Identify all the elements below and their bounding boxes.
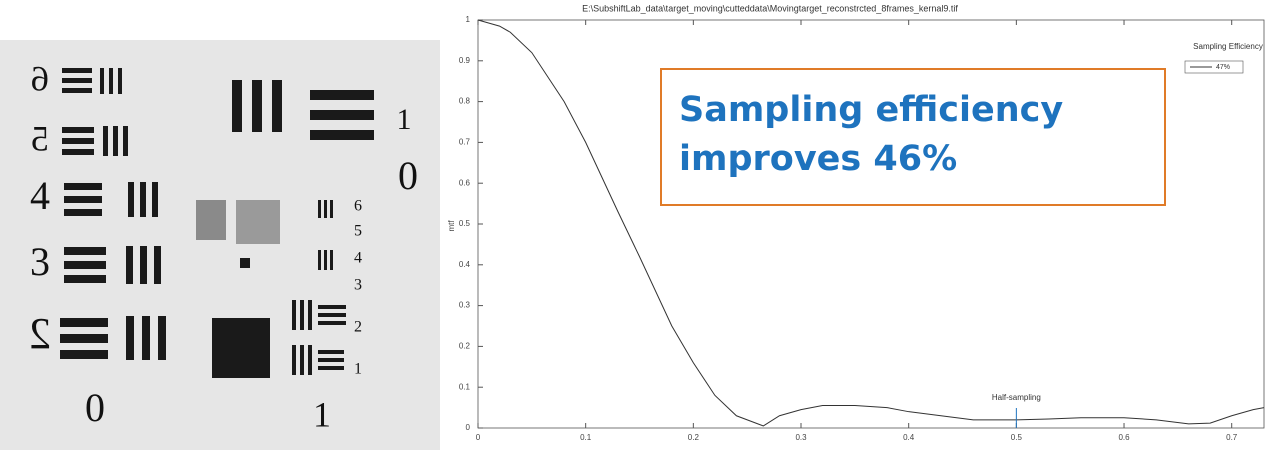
x-tick-label: 0.4 [903, 433, 915, 442]
x-tick-label: 0.6 [1118, 433, 1130, 442]
target-label: 0 [85, 385, 105, 430]
y-tick-label: 0.8 [459, 97, 471, 106]
target-label: 2 [29, 309, 51, 358]
x-tick-label: 0.1 [580, 433, 592, 442]
target-label: 5 [31, 118, 49, 158]
target-labels: 6 5 4 3 2 0 1 0 1 6 5 4 3 2 1 [29, 58, 418, 434]
target-label: 4 [354, 250, 362, 267]
callout-box [660, 68, 1166, 206]
legend-title: Sampling Efficiency [1193, 42, 1263, 51]
target-label: 1 [313, 394, 331, 434]
callout-text: improves 46% [679, 139, 957, 179]
target-bars [60, 68, 374, 378]
target-label: 3 [354, 277, 362, 294]
y-tick-label: 0.9 [459, 56, 471, 65]
x-tick-label: 0.2 [688, 433, 700, 442]
target-background [0, 40, 440, 450]
x-tick-label: 0 [476, 433, 481, 442]
target-label: 1 [397, 103, 412, 136]
target-label: 2 [354, 319, 362, 336]
target-label: 1 [354, 361, 362, 378]
x-tick-label: 0.7 [1226, 433, 1238, 442]
y-tick-label: 0.1 [459, 382, 471, 391]
y-tick-label: 0.7 [459, 138, 471, 147]
x-tick-label: 0.3 [795, 433, 807, 442]
chart-title: E:\SubshiftLab_data\target_moving\cutted… [582, 3, 958, 13]
y-tick-label: 0 [466, 423, 471, 432]
legend-box [1184, 60, 1244, 74]
y-axis-label: mtf [447, 220, 456, 232]
y-tick-label: 1 [466, 15, 471, 24]
y-tick-label: 0.3 [459, 301, 471, 310]
x-tick-label: 0.5 [1011, 433, 1023, 442]
legend-label: 47% [1216, 64, 1230, 71]
target-label: 3 [30, 239, 50, 284]
y-tick-label: 0.4 [459, 260, 471, 269]
callout: Sampling efficiency improves 46% [660, 68, 1166, 206]
target-label: 6 [354, 198, 362, 215]
y-tick-label: 0.2 [459, 342, 471, 351]
y-tick-label: 0.6 [459, 178, 471, 187]
line-series [477, 19, 1265, 427]
target-label: 4 [30, 173, 50, 218]
target-label: 0 [398, 153, 418, 198]
target-label: 5 [354, 223, 362, 240]
annotation-text: Half-sampling [992, 393, 1041, 402]
resolution-target: 6 5 4 3 2 0 1 0 1 6 5 4 3 2 1 [0, 40, 440, 450]
y-tick-label: 0.5 [459, 219, 471, 228]
callout-text: Sampling efficiency [679, 90, 1063, 130]
target-label: 6 [31, 58, 49, 98]
